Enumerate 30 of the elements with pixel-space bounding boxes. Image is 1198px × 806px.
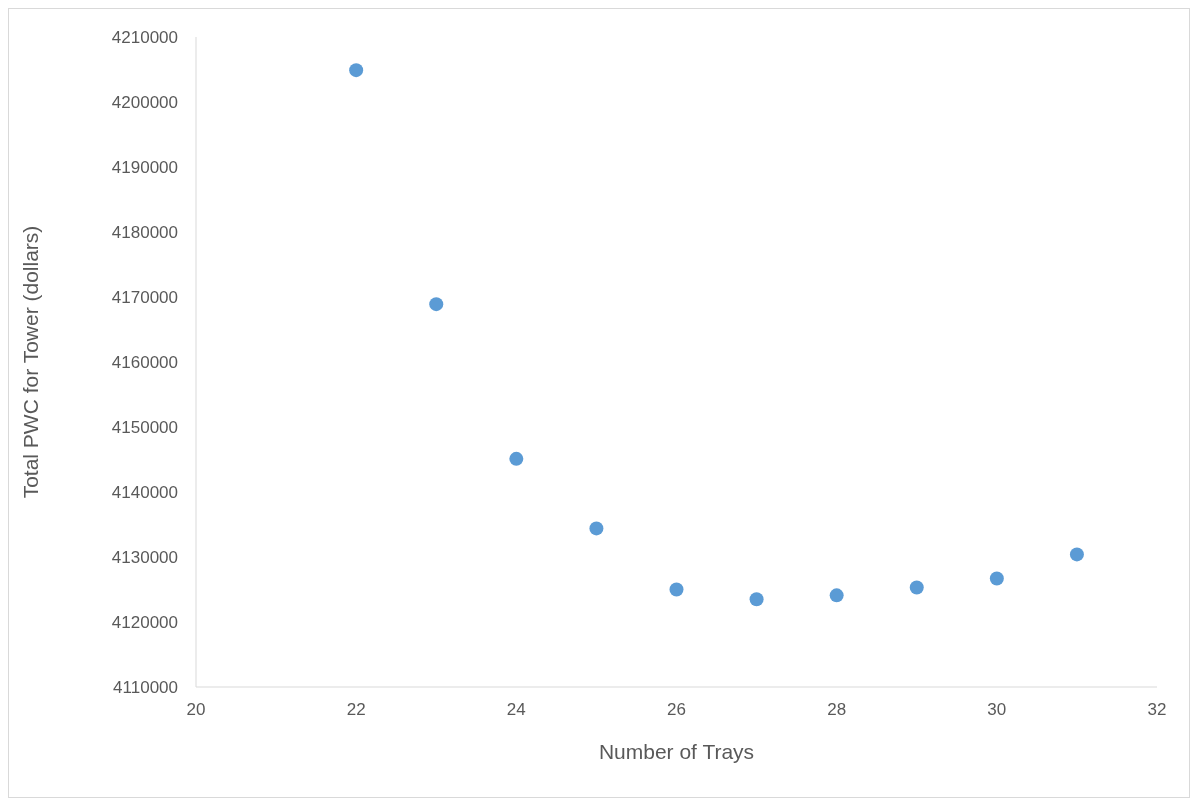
y-tick-label: 4170000 bbox=[111, 288, 178, 308]
point bbox=[909, 580, 924, 595]
x-tick-label: 28 bbox=[827, 700, 847, 720]
y-tick-label: 4210000 bbox=[111, 28, 178, 48]
y-axis-title: Total PWC for Tower (dollars) bbox=[19, 225, 43, 499]
x-tick-label: 26 bbox=[667, 700, 686, 720]
x-axis-title: Number of Trays bbox=[598, 740, 755, 763]
x-tick-label: 32 bbox=[1147, 700, 1167, 720]
point bbox=[669, 582, 684, 597]
y-tick-label: 4200000 bbox=[111, 93, 178, 113]
y-tick-label: 4120000 bbox=[111, 613, 178, 633]
y-tick-label: 4140000 bbox=[111, 483, 178, 503]
point bbox=[749, 592, 764, 607]
y-tick-label: 4180000 bbox=[111, 223, 178, 243]
point bbox=[509, 451, 524, 466]
point bbox=[829, 588, 844, 603]
x-tick-label: 20 bbox=[186, 700, 206, 720]
y-tick-label: 4190000 bbox=[111, 158, 178, 178]
x-tick-label: 30 bbox=[987, 700, 1007, 720]
y-tick-label: 4110000 bbox=[113, 678, 178, 698]
y-tick-label: 4130000 bbox=[111, 548, 178, 568]
y-tick-label: 4160000 bbox=[111, 353, 178, 373]
x-tick-label: 22 bbox=[346, 700, 366, 720]
point bbox=[589, 521, 604, 536]
point bbox=[429, 297, 444, 312]
point bbox=[989, 571, 1004, 586]
y-tick-label: 4150000 bbox=[111, 418, 178, 438]
point bbox=[349, 63, 364, 78]
point bbox=[1069, 547, 1084, 562]
x-tick-label: 24 bbox=[506, 700, 526, 720]
